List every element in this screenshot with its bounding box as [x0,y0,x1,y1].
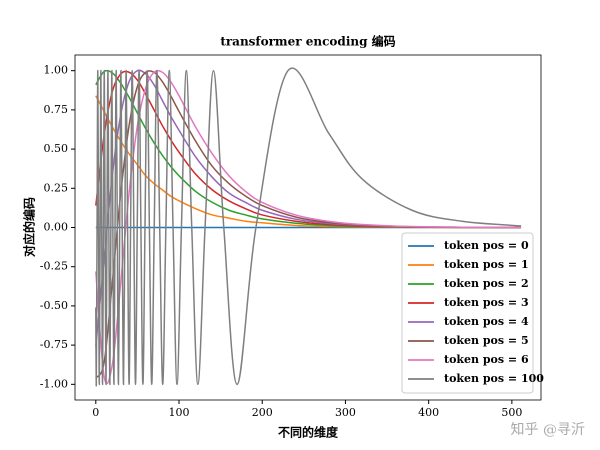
y-tick-label: -1.00 [40,377,68,390]
x-tick-label: 500 [501,406,522,419]
plot-frame [74,54,542,401]
x-tick-label: 300 [335,406,356,419]
y-tick-label: 0.50 [44,142,69,155]
x-axis-label: 不同的维度 [278,425,339,440]
legend-label: token pos = 5 [444,334,529,347]
legend-label: token pos = 0 [444,239,529,252]
legend-label: token pos = 2 [444,277,529,290]
legend-label: token pos = 3 [444,296,529,309]
legend-box [401,232,534,394]
x-tick-label: 400 [418,406,439,419]
x-tick-label: 100 [169,406,190,419]
y-tick-label: -0.50 [40,299,68,312]
watermark: 知乎 @寻沂 [511,421,585,438]
y-tick-label: 1.00 [44,64,69,77]
y-tick-label: 0.75 [44,103,69,116]
chart-title: transformer encoding 编码 [220,34,395,49]
legend-label: token pos = 4 [444,315,529,328]
series-line [95,70,522,229]
y-tick-label: 0.25 [44,181,69,194]
y-tick-label: -0.25 [40,260,68,273]
legend-label: token pos = 6 [444,353,529,366]
legend-label: token pos = 100 [444,372,544,385]
y-tick-label: 0.00 [44,221,69,234]
legend-label: token pos = 1 [444,258,529,271]
y-tick-label: -0.75 [40,338,68,351]
x-tick-label: 0 [92,406,99,419]
series-line [95,67,522,387]
series-line [95,69,522,385]
y-axis-label: 对应的编码 [22,197,37,257]
x-tick-label: 200 [252,406,273,419]
